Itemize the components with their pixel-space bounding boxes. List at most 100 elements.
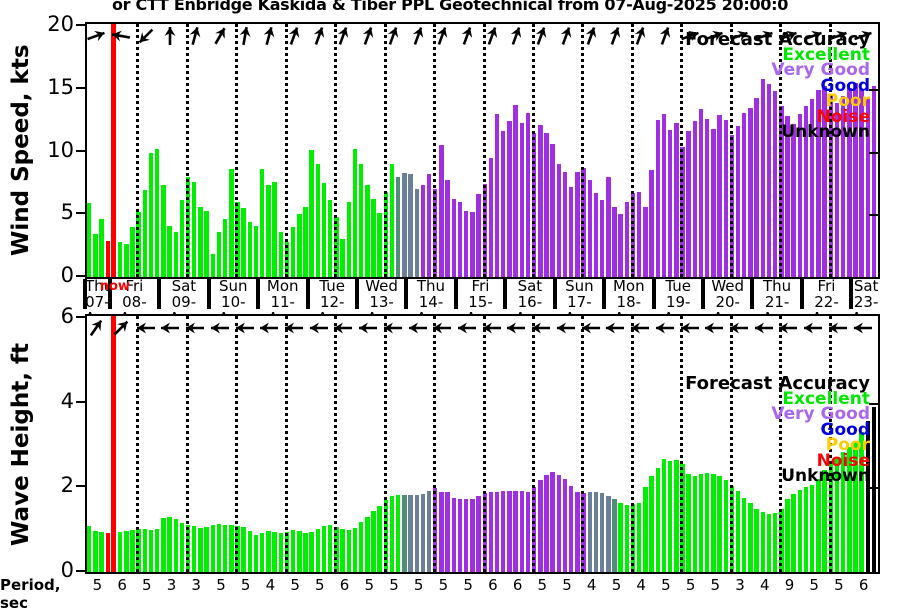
period-value: 5 [240,576,251,594]
bar [766,83,772,277]
bar [204,210,209,277]
bar [494,491,500,572]
bar [816,478,821,572]
period-value: 5 [142,576,152,594]
bar [698,108,704,277]
wave-height-chart[interactable]: Forecast Accuracy Excellent Very Good Good P… [85,314,880,574]
day-gridline [630,24,634,277]
inner-tick [869,151,878,154]
period-value: 6 [512,576,523,594]
direction-arrow-icon [283,316,305,340]
bar [365,185,370,277]
bar [229,525,234,572]
bar [148,530,154,572]
bar [222,219,228,277]
bar [655,120,660,277]
direction-arrow-icon [580,316,602,340]
bar [93,234,98,277]
date-axis-separator [799,279,804,309]
bar [599,200,605,277]
period-value: 5 [562,576,572,594]
direction-arrow-icon [728,24,750,48]
bar [142,529,148,572]
bar [154,149,160,277]
direction-arrow-icon [357,24,379,48]
bar [439,145,444,277]
direction-arrow-icon [679,24,701,48]
day-gridline [680,316,684,572]
legend-title: Forecast Accuracy [685,29,870,50]
bar [785,499,790,572]
period-value: 5 [413,576,424,594]
direction-arrow-icon [852,316,874,340]
bar [785,116,790,277]
bar [210,254,216,277]
bar [704,118,710,277]
period-value: 5 [216,576,226,594]
bar [655,467,660,572]
bar [470,211,475,277]
legend-item-noise: Noise [816,450,870,471]
direction-arrow-icon [110,316,132,340]
day-gridline [828,24,832,277]
date-axis-separator [107,279,112,309]
direction-arrow-icon [209,316,231,340]
bar [124,244,129,277]
day-gridline [334,316,338,572]
bar [791,123,796,277]
bar [711,128,716,277]
bar [550,144,555,277]
bar [247,221,253,277]
bar [636,502,642,572]
wave-direction-arrows [87,316,878,342]
bar [593,491,599,572]
day-gridline [185,24,189,277]
bar [754,97,759,277]
bar [618,503,623,572]
day-gridline [383,316,387,572]
bar [402,172,407,277]
period-value: 5 [290,576,300,594]
wind-speed-chart[interactable]: Forecast Accuracy Excellent Very Good Good P… [85,22,880,279]
bar [395,176,401,277]
period-value: 4 [265,576,276,594]
direction-arrow-icon [456,316,478,340]
day-gridline [383,24,387,277]
day-gridline [729,24,733,277]
legend-item-excellent: Excellent [782,44,870,65]
direction-arrow-icon [505,316,527,340]
bar [229,169,234,277]
bar [822,469,827,572]
bar [593,192,599,277]
bar [303,533,308,572]
date-axis-day: Sat [517,277,543,295]
period-value: 5 [389,576,399,594]
bar [328,524,333,572]
y-tick-label: 0 [60,558,74,582]
bar [704,472,710,572]
bar [840,451,846,572]
bar [772,512,778,572]
bar [204,527,209,572]
bar [173,519,178,572]
bar [241,208,246,277]
direction-arrow-icon [505,24,527,48]
date-axis-day: Thu [762,277,792,295]
bar [797,113,803,277]
day-gridline [185,316,189,572]
bar [247,530,253,572]
bar [698,473,704,572]
day-gridline [433,24,437,277]
bar [525,492,531,572]
direction-arrow-icon [308,316,330,340]
bar [93,530,98,572]
bar [760,78,766,277]
bar [834,102,840,277]
day-gridline [284,316,288,572]
date-axis-separator [157,279,162,309]
day-gridline [235,24,239,277]
y-tick [76,86,85,89]
